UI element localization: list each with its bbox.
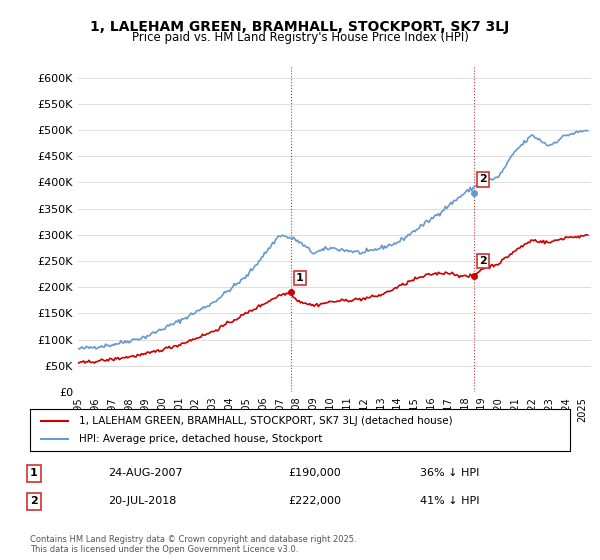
Text: 24-AUG-2007: 24-AUG-2007 <box>108 468 182 478</box>
Text: 20-JUL-2018: 20-JUL-2018 <box>108 496 176 506</box>
Text: £190,000: £190,000 <box>288 468 341 478</box>
Text: 41% ↓ HPI: 41% ↓ HPI <box>420 496 479 506</box>
Text: 1, LALEHAM GREEN, BRAMHALL, STOCKPORT, SK7 3LJ (detached house): 1, LALEHAM GREEN, BRAMHALL, STOCKPORT, S… <box>79 416 452 426</box>
Text: 1: 1 <box>30 468 38 478</box>
Text: Contains HM Land Registry data © Crown copyright and database right 2025.
This d: Contains HM Land Registry data © Crown c… <box>30 535 356 554</box>
Text: 1, LALEHAM GREEN, BRAMHALL, STOCKPORT, SK7 3LJ: 1, LALEHAM GREEN, BRAMHALL, STOCKPORT, S… <box>91 20 509 34</box>
Text: 2: 2 <box>479 175 487 184</box>
Text: HPI: Average price, detached house, Stockport: HPI: Average price, detached house, Stoc… <box>79 434 322 444</box>
Text: 2: 2 <box>479 256 487 266</box>
Text: 1: 1 <box>296 273 304 283</box>
Text: Price paid vs. HM Land Registry's House Price Index (HPI): Price paid vs. HM Land Registry's House … <box>131 31 469 44</box>
Text: 2: 2 <box>30 496 38 506</box>
Text: 36% ↓ HPI: 36% ↓ HPI <box>420 468 479 478</box>
Text: £222,000: £222,000 <box>288 496 341 506</box>
